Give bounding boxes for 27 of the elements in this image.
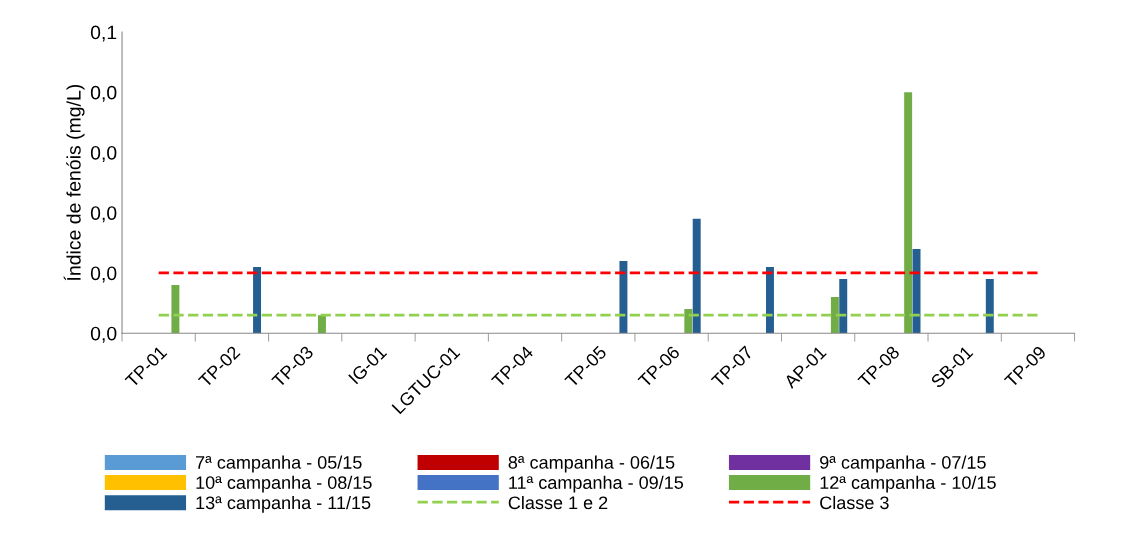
y-axis-title: Índice de fenóis (mg/L) [63, 84, 85, 281]
legend-label: 11ª campanha - 09/15 [509, 475, 684, 493]
bar [904, 92, 913, 334]
y-tick-label: 0,0 [90, 266, 117, 283]
bar [830, 297, 839, 334]
bar [253, 266, 262, 334]
legend-label: 13ª campanha - 11/15 [196, 495, 371, 513]
y-tick-label: 0,0 [90, 145, 117, 163]
y-tick-label: 0,0 [90, 85, 117, 102]
legend-label: 12ª campanha - 10/15 [820, 475, 996, 493]
y-tick-label: 0,1 [90, 25, 117, 42]
y-tick-label: 0,0 [90, 206, 117, 223]
legend-label: 9ª campanha - 07/15 [820, 455, 986, 473]
bar [985, 279, 994, 334]
legend-label: 10ª campanha - 08/15 [196, 475, 372, 493]
bar [839, 279, 848, 334]
bar [171, 285, 180, 334]
y-tick-label: 0,0 [90, 326, 117, 343]
legend-label: Classe 1 e 2 [508, 495, 608, 510]
bar [684, 309, 693, 334]
legend-label: 7ª campanha - 05/15 [196, 455, 362, 473]
bar [317, 315, 326, 334]
bar [692, 218, 701, 334]
legend-label: 8ª campanha - 06/15 [508, 455, 675, 473]
bar [765, 266, 774, 334]
legend-label: Classe 3 [820, 495, 889, 510]
bar [619, 260, 628, 334]
